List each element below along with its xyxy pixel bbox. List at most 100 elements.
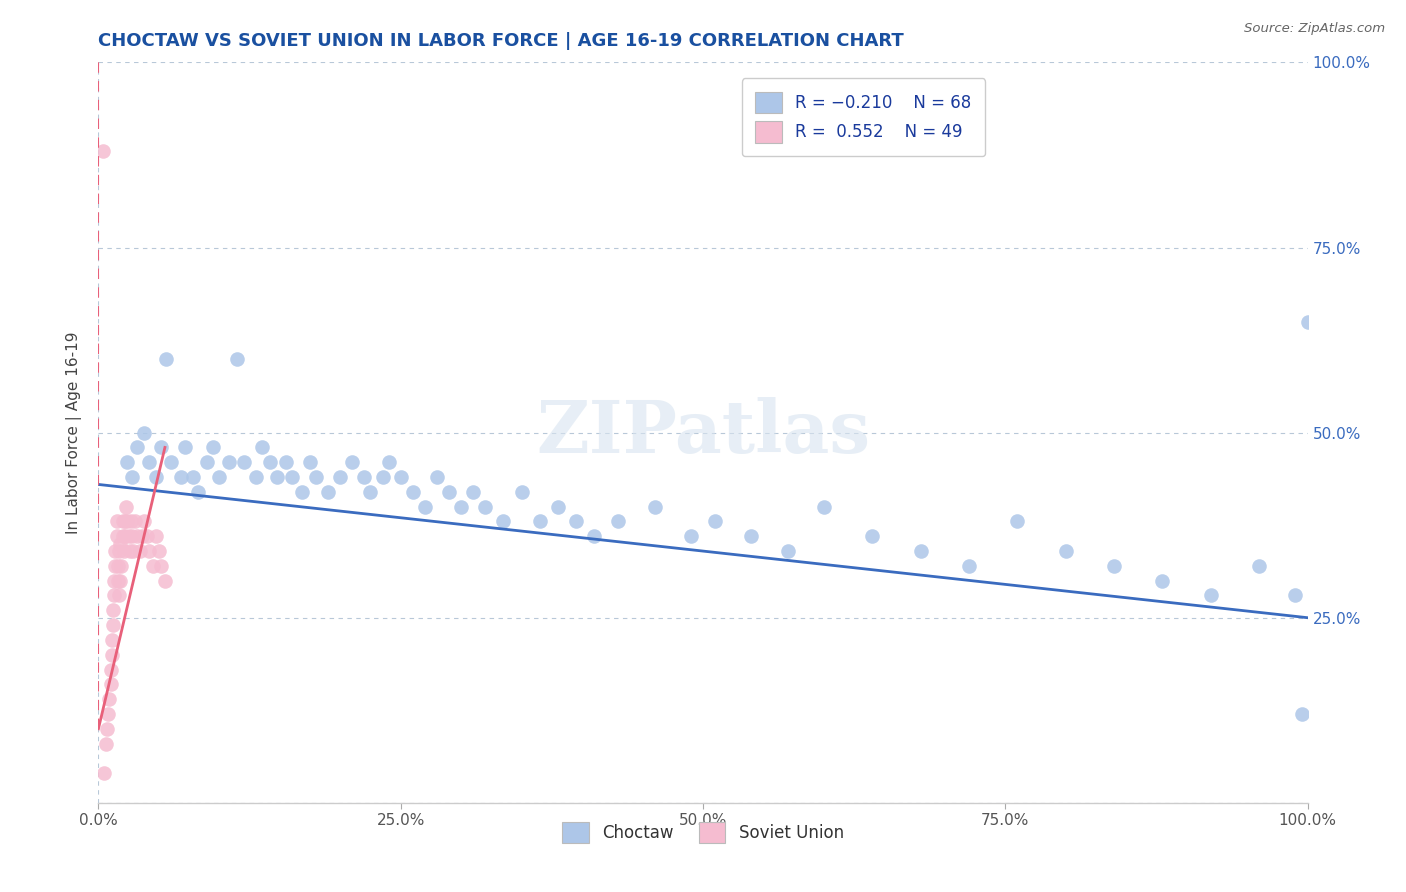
Point xyxy=(100,648,122,662)
Point xyxy=(1296,314,1319,328)
Point xyxy=(100,677,122,691)
Point xyxy=(353,470,375,484)
Point xyxy=(259,455,281,469)
Point xyxy=(529,515,551,529)
Point xyxy=(93,766,115,780)
Point xyxy=(150,558,173,573)
Point xyxy=(377,455,399,469)
Point xyxy=(127,441,149,455)
Point xyxy=(1007,515,1029,529)
Point xyxy=(135,529,157,543)
Point xyxy=(565,515,588,529)
Point xyxy=(281,470,304,484)
Point xyxy=(360,484,382,499)
Point xyxy=(274,455,297,469)
Point xyxy=(118,529,141,543)
Point xyxy=(1102,558,1125,573)
Point xyxy=(202,441,225,455)
Point xyxy=(607,515,630,529)
Point xyxy=(266,470,288,484)
Point xyxy=(134,515,156,529)
Point xyxy=(104,544,127,558)
Text: Source: ZipAtlas.com: Source: ZipAtlas.com xyxy=(1244,22,1385,36)
Point xyxy=(127,529,149,543)
Point xyxy=(316,484,339,499)
Point xyxy=(121,529,143,543)
Point xyxy=(413,500,436,514)
Point xyxy=(105,515,128,529)
Point xyxy=(299,455,322,469)
Point xyxy=(120,515,142,529)
Text: CHOCTAW VS SOVIET UNION IN LABOR FORCE | AGE 16-19 CORRELATION CHART: CHOCTAW VS SOVIET UNION IN LABOR FORCE |… xyxy=(98,32,904,50)
Point xyxy=(117,455,139,469)
Point xyxy=(305,470,328,484)
Point xyxy=(103,574,125,588)
Point xyxy=(860,529,883,543)
Point xyxy=(98,692,121,706)
Text: ZIPatlas: ZIPatlas xyxy=(536,397,870,468)
Point xyxy=(91,145,114,159)
Point xyxy=(142,558,165,573)
Point xyxy=(108,589,131,603)
Point xyxy=(153,574,176,588)
Point xyxy=(108,574,131,588)
Point xyxy=(96,722,118,736)
Point xyxy=(111,515,134,529)
Point xyxy=(101,603,124,617)
Point xyxy=(160,455,183,469)
Point xyxy=(218,455,240,469)
Point xyxy=(740,529,762,543)
Legend: Choctaw, Soviet Union: Choctaw, Soviet Union xyxy=(555,815,851,850)
Point xyxy=(122,544,145,558)
Point xyxy=(101,618,124,632)
Point xyxy=(813,500,835,514)
Point xyxy=(114,515,136,529)
Point xyxy=(138,455,160,469)
Y-axis label: In Labor Force | Age 16-19: In Labor Force | Age 16-19 xyxy=(66,331,82,534)
Point xyxy=(329,470,352,484)
Point xyxy=(510,484,533,499)
Point xyxy=(118,544,141,558)
Point xyxy=(110,558,132,573)
Point xyxy=(644,500,666,514)
Point xyxy=(437,484,460,499)
Point xyxy=(103,589,125,603)
Point xyxy=(148,544,170,558)
Point xyxy=(138,544,160,558)
Point xyxy=(117,515,139,529)
Point xyxy=(97,706,120,721)
Point xyxy=(134,425,156,440)
Point xyxy=(679,529,702,543)
Point xyxy=(226,351,249,366)
Point xyxy=(910,544,932,558)
Point xyxy=(104,558,127,573)
Point xyxy=(128,544,150,558)
Point xyxy=(114,529,136,543)
Point xyxy=(108,544,131,558)
Point xyxy=(474,500,496,514)
Point xyxy=(547,500,569,514)
Point xyxy=(1152,574,1174,588)
Point xyxy=(583,529,606,543)
Point xyxy=(195,455,218,469)
Point xyxy=(124,515,146,529)
Point xyxy=(426,470,449,484)
Point xyxy=(250,441,273,455)
Point xyxy=(704,515,727,529)
Point xyxy=(1284,589,1306,603)
Point xyxy=(208,470,231,484)
Point xyxy=(342,455,364,469)
Point xyxy=(100,632,122,647)
Point xyxy=(232,455,254,469)
Point xyxy=(145,470,167,484)
Point xyxy=(150,441,173,455)
Point xyxy=(1054,544,1077,558)
Point xyxy=(290,484,312,499)
Point xyxy=(94,737,117,751)
Point xyxy=(100,663,122,677)
Point xyxy=(181,470,204,484)
Point xyxy=(187,484,209,499)
Point xyxy=(1291,706,1313,721)
Point xyxy=(174,441,197,455)
Point xyxy=(155,351,177,366)
